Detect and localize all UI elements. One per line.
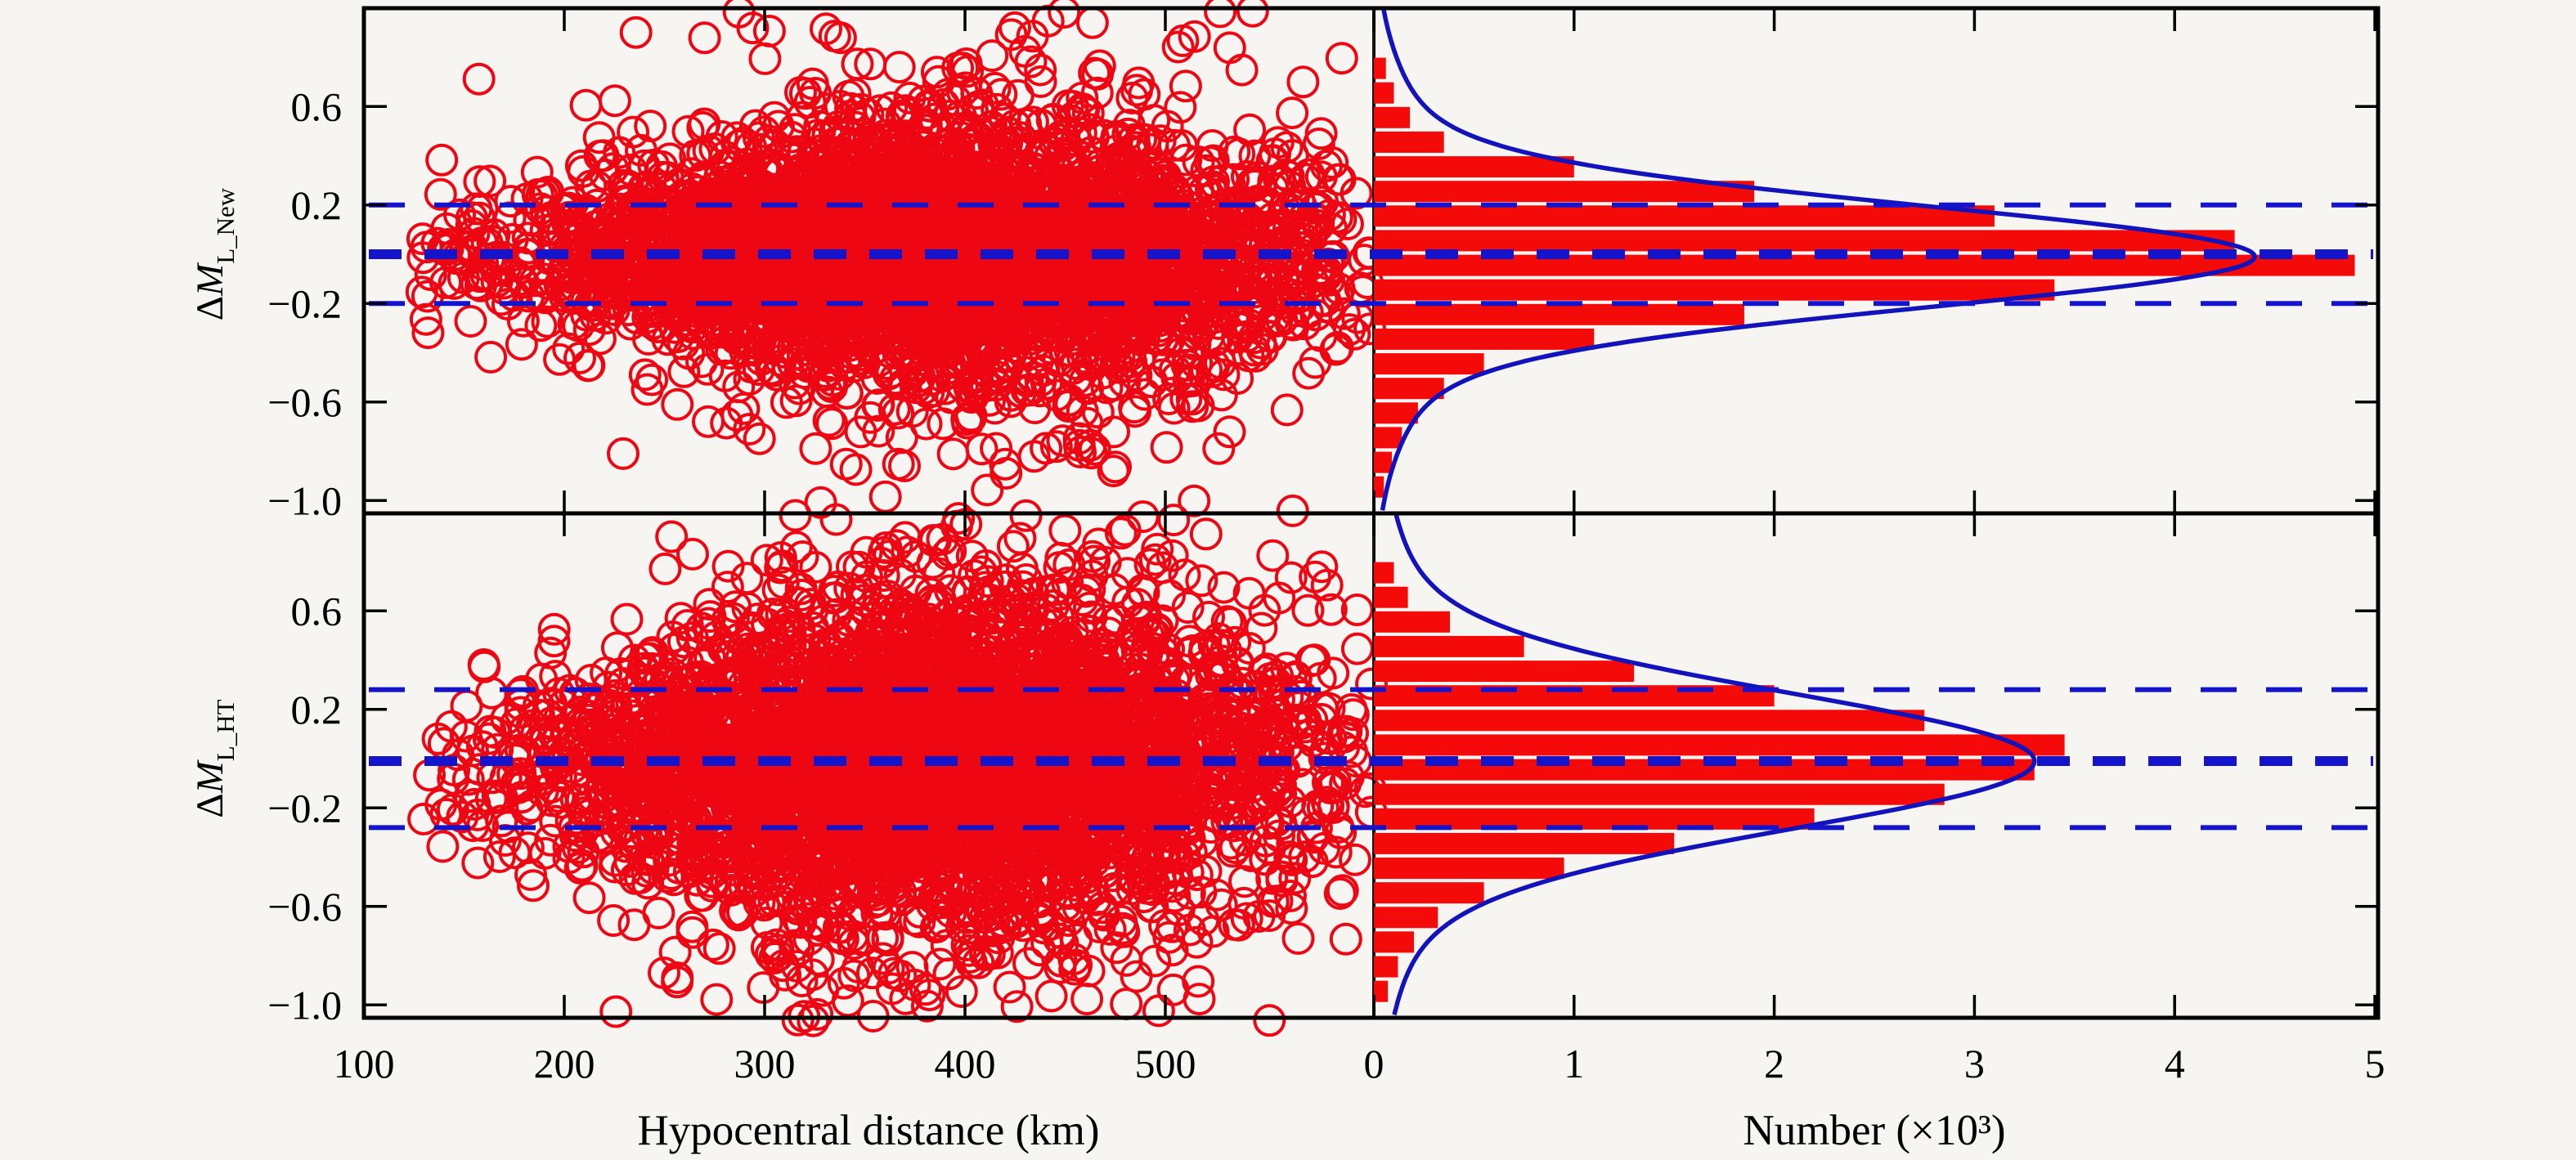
x-tick-label-number: 3 — [1964, 1041, 1985, 1086]
y-tick-label: 0.6 — [291, 83, 343, 129]
y-tick-label: 0.2 — [291, 182, 343, 228]
tick-marks — [362, 8, 2378, 1018]
y-tick-label: 0.2 — [291, 687, 343, 732]
magnitude-symbol: M — [189, 759, 231, 794]
panel-ML_HT — [369, 499, 2373, 1037]
x-tick-label-number: 1 — [1564, 1041, 1584, 1086]
x-axis-title-number: Number (×10³) — [1743, 1107, 2005, 1154]
x-axis-title-distance: Hypocentral distance (km) — [637, 1107, 1099, 1154]
y-tick-label: 0.6 — [291, 588, 343, 634]
x-tick-label-number: 5 — [2365, 1041, 2385, 1086]
magnitude-subscript: L_HT — [211, 699, 240, 761]
histogram-bars — [1374, 562, 2065, 1002]
gaussian-fit-curve — [1392, 513, 2037, 1016]
bottom-panel-border — [361, 511, 2381, 1020]
y-axis-title-top: ΔML_New — [189, 187, 240, 320]
gaussian-fit-curve — [1380, 8, 2257, 511]
scatter-points — [405, 0, 1387, 533]
magnitude-symbol: M — [189, 262, 231, 297]
x-tick-label-number: 0 — [1364, 1041, 1384, 1086]
y-tick-label: −0.6 — [267, 884, 342, 929]
magnitude-subscript: L_New — [211, 187, 240, 264]
y-tick-label: −0.2 — [267, 280, 342, 326]
scatter-points — [407, 499, 1388, 1037]
x-tick-label-distance: 200 — [534, 1041, 595, 1086]
x-tick-label-distance: 400 — [935, 1041, 996, 1086]
y-axis-title-bottom: ΔML_HT — [189, 699, 240, 817]
frame-layer — [361, 6, 2381, 1020]
x-tick-label-distance: 500 — [1135, 1041, 1196, 1086]
tick-labels-layer: 100 200 300 400 500 0 1 2 3 4 5 0.6 0.2 −0.2 −0.6 −1.0 0… — [267, 83, 2385, 1086]
y-tick-label: −0.6 — [267, 379, 342, 425]
x-tick-label-number: 4 — [2165, 1041, 2185, 1086]
y-tick-label: −1.0 — [267, 477, 342, 523]
x-tick-label-distance: 100 — [334, 1041, 395, 1086]
y-tick-label: −1.0 — [267, 982, 342, 1028]
y-tick-label: −0.2 — [267, 785, 342, 831]
x-tick-label-distance: 300 — [734, 1041, 796, 1086]
histogram-bars — [1374, 57, 2355, 498]
delta-symbol: Δ — [189, 793, 231, 817]
panels-layer — [369, 0, 2373, 1037]
panel-ML_New — [369, 0, 2373, 533]
delta-symbol: Δ — [189, 296, 231, 320]
x-tick-label-number: 2 — [1764, 1041, 1784, 1086]
